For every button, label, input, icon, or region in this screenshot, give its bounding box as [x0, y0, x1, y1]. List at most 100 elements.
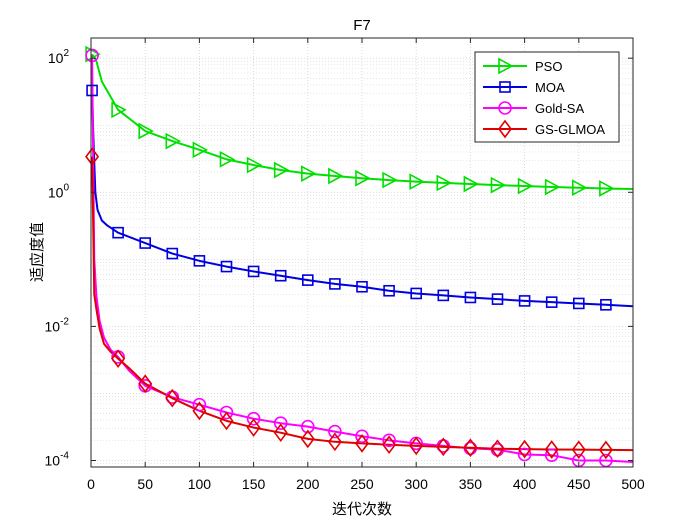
data-point-gs-glmoa [192, 401, 207, 421]
data-point-gs-glmoa [219, 411, 234, 431]
x-tick-label: 100 [188, 476, 212, 492]
y-tick-label: 10-4 [45, 451, 70, 469]
data-point-gold-sa [544, 448, 559, 462]
data-point-pso [192, 141, 209, 159]
x-tick-label: 50 [137, 476, 153, 492]
legend-marker-gold-sa [498, 101, 512, 115]
x-axis-label: 迭代次数 [332, 500, 392, 518]
data-point-gs-glmoa [382, 435, 397, 455]
data-point-pso [409, 173, 425, 191]
data-point-gs-glmoa [355, 434, 369, 453]
legend-marker-moa [499, 81, 511, 93]
x-tick-label: 0 [87, 476, 95, 492]
data-point-moa [301, 274, 314, 286]
y-tick-label: 102 [48, 48, 70, 66]
x-tick-label: 350 [459, 476, 483, 492]
data-point-gold-sa [192, 397, 207, 412]
data-point-moa [464, 291, 477, 304]
legend: PSO MOA Gold-SA GS-GLMOA [474, 51, 620, 143]
data-point-moa [600, 298, 612, 311]
data-point-gs-glmoa [517, 439, 532, 459]
data-point-gs-glmoa [300, 429, 315, 449]
data-point-gs-glmoa [246, 418, 261, 437]
y-tick-labels: 102 100 10-2 10-4 [45, 48, 70, 468]
data-point-gs-glmoa [598, 440, 613, 460]
data-point-gs-glmoa [409, 436, 424, 456]
x-tick-labels: 0 50 100 150 200 250 300 350 400 450 500 [87, 476, 645, 492]
x-tick-label: 300 [405, 476, 429, 492]
legend-label-gold-sa: Gold-SA [535, 101, 584, 116]
x-tick-label: 450 [567, 476, 591, 492]
legend-label-gs-glmoa: GS-GLMOA [535, 122, 605, 137]
data-point-pso [165, 132, 181, 150]
series-line-pso [91, 53, 633, 190]
data-point-gs-glmoa [273, 423, 288, 443]
series-line-gs-glmoa [91, 156, 633, 452]
data-point-moa [139, 237, 151, 249]
data-point-moa [572, 297, 585, 310]
ticks-group [90, 38, 634, 467]
data-point-moa [86, 84, 98, 97]
data-point-gold-sa [246, 411, 261, 426]
data-point-gold-sa [273, 416, 288, 431]
data-point-moa [220, 260, 233, 273]
legend-marker-gs-glmoa [498, 119, 512, 139]
legend-marker-pso [498, 57, 514, 75]
data-point-moa [274, 269, 287, 282]
data-point-pso [300, 165, 317, 182]
data-point-moa [193, 255, 206, 267]
data-point-gold-sa [219, 405, 234, 420]
data-point-pso [138, 122, 154, 140]
legend-label-moa: MOA [535, 80, 565, 95]
data-point-gs-glmoa [327, 432, 342, 452]
data-point-gs-glmoa [138, 374, 153, 393]
chart-title: F7 [353, 17, 371, 34]
data-point-gs-glmoa [436, 437, 451, 457]
data-point-pso [246, 156, 263, 174]
data-point-gs-glmoa [463, 438, 478, 458]
data-point-gs-glmoa [571, 440, 586, 460]
data-point-pso [571, 179, 588, 197]
data-point-pso [111, 101, 127, 119]
y-tick-label: 100 [48, 182, 70, 200]
data-point-pso [355, 169, 371, 187]
data-point-gold-sa [328, 424, 342, 439]
data-point-gold-sa [85, 48, 99, 63]
data-point-gold-sa [300, 419, 315, 434]
x-tick-label: 150 [242, 476, 266, 492]
y-axis-label: 适应度值 [28, 222, 46, 282]
data-point-gs-glmoa [111, 349, 126, 369]
data-point-moa [437, 289, 450, 302]
data-point-gold-sa [355, 429, 369, 444]
data-point-pso [517, 177, 534, 195]
data-point-pso [382, 171, 398, 189]
data-point-moa [410, 287, 423, 300]
data-point-moa [518, 295, 531, 307]
data-point-gs-glmoa [490, 439, 505, 459]
x-tick-label: 400 [513, 476, 537, 492]
data-point-pso [436, 174, 452, 192]
data-point-moa [356, 280, 368, 293]
x-tick-label: 250 [350, 476, 374, 492]
markers-group [85, 45, 615, 468]
data-point-pso [490, 176, 507, 194]
x-tick-label: 500 [621, 476, 645, 492]
data-point-pso [463, 175, 480, 193]
series-group [91, 53, 633, 463]
x-tick-label: 200 [296, 476, 320, 492]
data-point-pso [219, 151, 236, 168]
data-point-moa [383, 284, 395, 297]
data-point-pso [328, 167, 344, 185]
data-point-pso [273, 161, 290, 179]
data-point-moa [545, 296, 558, 308]
data-point-pso [544, 178, 561, 196]
data-point-moa [491, 293, 504, 305]
y-tick-label: 10-2 [45, 316, 70, 334]
data-point-gs-glmoa [165, 388, 180, 408]
data-point-moa [329, 278, 341, 290]
legend-label-pso: PSO [535, 59, 562, 74]
data-point-gold-sa [382, 433, 396, 448]
data-point-moa [166, 247, 179, 260]
series-line-gold-sa [91, 55, 633, 463]
